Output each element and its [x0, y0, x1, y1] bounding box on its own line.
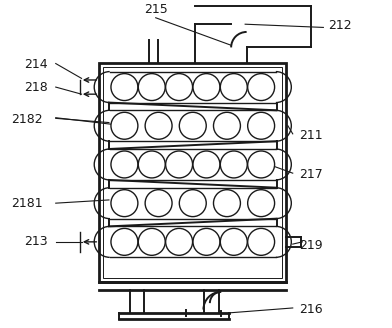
Circle shape	[248, 112, 275, 139]
Circle shape	[248, 190, 275, 216]
Circle shape	[166, 73, 192, 101]
Circle shape	[193, 228, 220, 255]
Text: 2181: 2181	[11, 197, 43, 210]
Circle shape	[111, 73, 138, 101]
Circle shape	[166, 228, 192, 255]
Circle shape	[179, 112, 206, 139]
Circle shape	[138, 73, 165, 101]
Circle shape	[248, 73, 275, 101]
Circle shape	[111, 112, 138, 139]
Circle shape	[193, 73, 220, 101]
Circle shape	[166, 151, 192, 178]
Circle shape	[145, 190, 172, 216]
Circle shape	[248, 228, 275, 255]
Bar	[103, 67, 282, 278]
Circle shape	[214, 112, 240, 139]
Text: 215: 215	[144, 3, 167, 16]
Text: 213: 213	[24, 236, 48, 248]
Circle shape	[145, 112, 172, 139]
Text: 218: 218	[24, 81, 48, 93]
Circle shape	[111, 190, 138, 216]
Circle shape	[193, 151, 220, 178]
Bar	[99, 63, 286, 282]
Circle shape	[214, 190, 240, 216]
Circle shape	[179, 190, 206, 216]
Text: 219: 219	[299, 238, 323, 252]
Circle shape	[138, 151, 165, 178]
Text: 2182: 2182	[11, 113, 43, 126]
Text: 216: 216	[299, 303, 323, 316]
Circle shape	[220, 73, 247, 101]
Text: 217: 217	[299, 168, 323, 181]
Circle shape	[111, 151, 138, 178]
Circle shape	[138, 228, 165, 255]
Text: 212: 212	[328, 19, 352, 32]
Text: 214: 214	[24, 58, 48, 71]
Text: 211: 211	[299, 129, 323, 142]
Circle shape	[248, 151, 275, 178]
Circle shape	[220, 228, 247, 255]
Circle shape	[111, 228, 138, 255]
Circle shape	[220, 151, 247, 178]
